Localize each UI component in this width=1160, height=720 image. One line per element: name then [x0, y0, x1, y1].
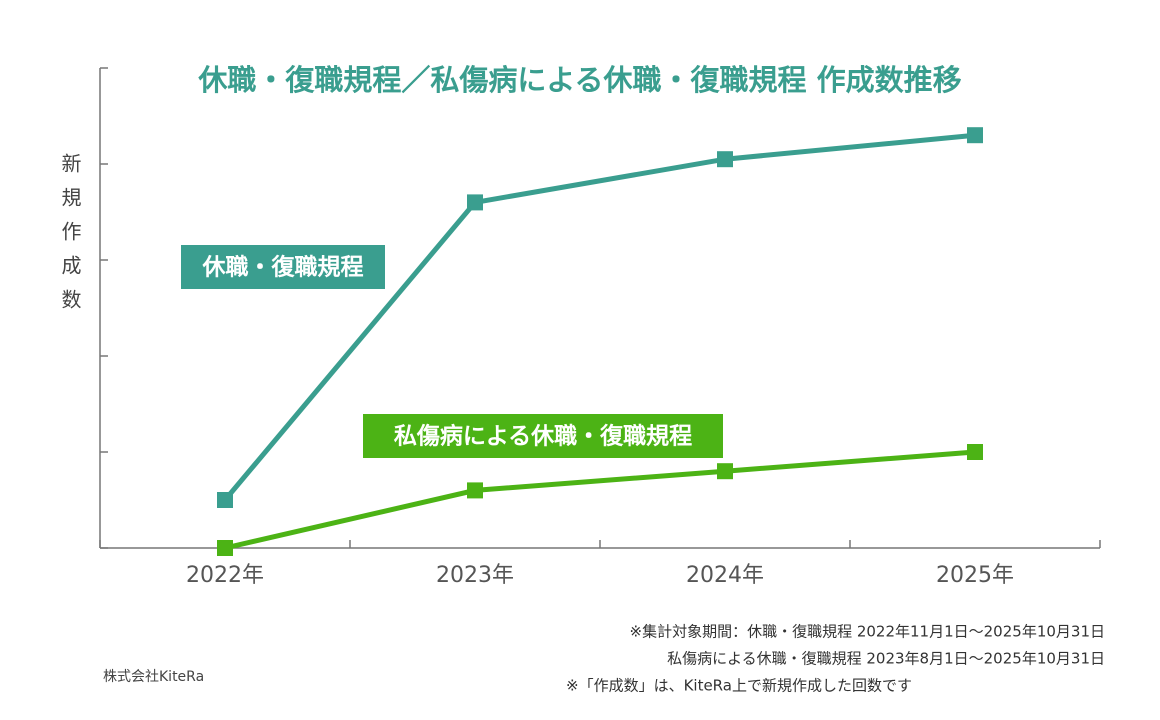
point-marker — [217, 540, 233, 556]
note: 私傷病による休職・復職規程 2023年8月1日〜2025年10月31日 — [667, 650, 1105, 668]
legend-label: 私傷病による休職・復職規程 — [394, 423, 692, 450]
point-marker — [967, 127, 983, 144]
x-tick-label: 2025年 — [936, 563, 1014, 588]
legend-label: 休職・復職規程 — [202, 254, 364, 281]
series-line — [224, 449, 976, 551]
point-marker — [217, 492, 233, 508]
legend-box — [363, 414, 723, 458]
chart-title: 休職・復職規程／私傷病による休職・復職規程 作成数推移 — [197, 63, 961, 97]
point-marker — [717, 463, 733, 480]
point-marker — [467, 482, 483, 499]
x-tick-label: 2022年 — [186, 563, 264, 588]
x-tick-label: 2023年 — [436, 563, 514, 588]
note: ※「作成数」は、KiteRa上で新規作成した回数です — [566, 677, 912, 695]
y-axis-label: 新規作成数 — [58, 153, 82, 323]
point-marker — [467, 194, 483, 211]
x-tick-label: 2024年 — [686, 563, 764, 588]
source: 株式会社KiteRa — [103, 669, 204, 685]
note: ※集計対象期間：休職・復職規程 2022年11月1日〜2025年10月31日 — [630, 623, 1106, 641]
point-marker — [717, 151, 733, 168]
point-marker — [967, 444, 983, 460]
legend-box — [181, 245, 385, 289]
series-line — [223, 132, 976, 502]
